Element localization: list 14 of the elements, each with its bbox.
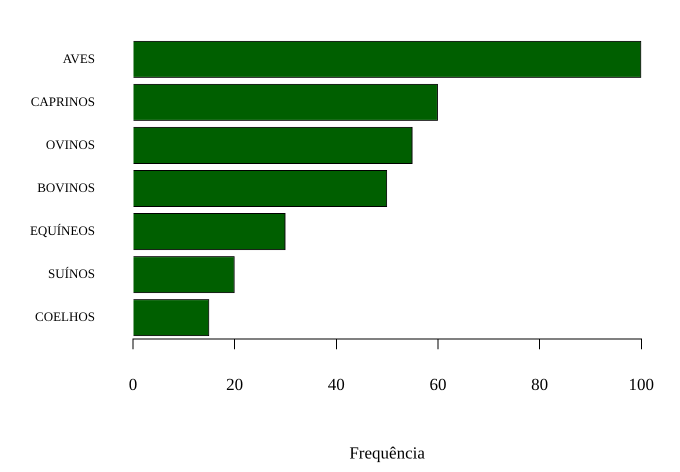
y-tick-label: COELHOS	[35, 309, 95, 324]
y-tick-label: CAPRINOS	[30, 94, 95, 109]
x-tick-label: 0	[128, 374, 138, 394]
x-tick-label: 40	[328, 374, 345, 394]
y-tick-label: EQUÍNEOS	[30, 222, 95, 238]
x-tick-label: 20	[226, 374, 244, 394]
y-tick-label: AVES	[62, 50, 95, 66]
x-tick-label: 60	[429, 374, 446, 394]
y-tick-label: BOVINOS	[37, 180, 95, 195]
y-tick-label: SUÍNOS	[48, 266, 95, 282]
y-tick-label: OVINOS	[46, 136, 95, 152]
x-tick-label: 100	[628, 374, 654, 394]
x-axis-title: Frequência	[349, 443, 426, 462]
x-tick-label: 80	[531, 374, 548, 394]
